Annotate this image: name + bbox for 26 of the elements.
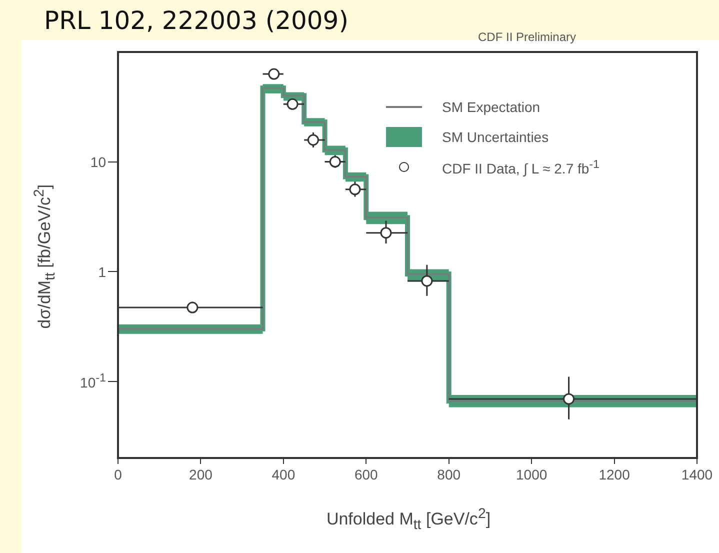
x-tick-label: 1400 [681,466,713,482]
legend-label: SM Expectation [442,99,540,115]
chart-title: PRL 102, 222003 (2009) [44,6,348,35]
point [186,302,198,314]
legend-label: SM Uncertainties [442,129,549,145]
point [307,134,319,146]
point [421,275,433,287]
point [286,98,298,110]
text: CDF II Preliminary [478,30,576,44]
x-tick-label: 800 [437,466,461,482]
x-tick-label: 0 [114,466,122,482]
y-tick-label: 1 [98,264,106,280]
x-tick-label: 400 [272,466,296,482]
point [329,156,341,168]
x-tick-label: 1200 [598,466,630,482]
x-tick-label: 600 [354,466,378,482]
y-tick-label: 10$^{-1}$ [80,372,106,391]
point [380,227,392,239]
x-tick-label: 1000 [516,466,548,482]
x-tick-label: 200 [189,466,213,482]
y-tick-label: 10 [90,154,106,170]
point [268,68,280,80]
x-axis-title: Unfolded M$_{tt}$ [GeV/c$^{2}$] [325,506,492,534]
point [349,184,361,196]
point [563,393,575,405]
legend-label: CDF II Data, ∫ L ≈ 2.7 fb$^{-1}$ [442,158,600,176]
